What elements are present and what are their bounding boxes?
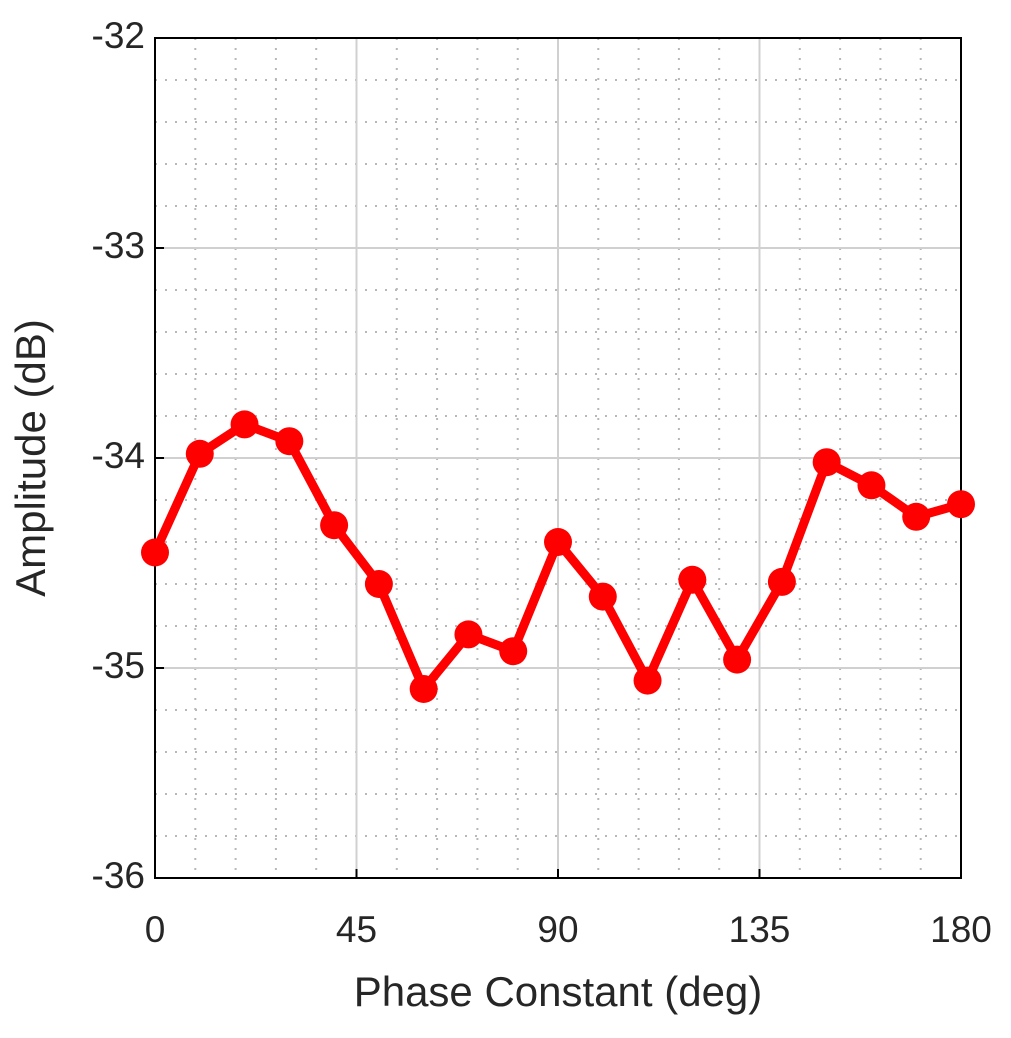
y-tick-label: -32 — [92, 15, 145, 56]
data-point — [499, 637, 528, 666]
data-point — [544, 528, 572, 556]
data-point — [409, 675, 438, 703]
data-point — [857, 471, 886, 500]
y-tick-label: -34 — [92, 435, 145, 476]
data-point — [454, 620, 483, 649]
data-point — [633, 666, 662, 695]
data-point — [812, 448, 841, 477]
data-point — [678, 565, 707, 594]
data-point — [767, 567, 796, 596]
x-tick-label: 90 — [537, 909, 578, 950]
data-point — [275, 427, 304, 456]
data-point — [185, 439, 214, 468]
y-tick-label: -35 — [92, 645, 145, 686]
data-point — [588, 582, 617, 611]
data-point — [947, 490, 975, 519]
x-tick-label: 135 — [729, 909, 791, 950]
x-tick-label: 180 — [930, 909, 992, 950]
data-point — [902, 502, 931, 531]
x-axis-label: Phase Constant (deg) — [354, 968, 763, 1015]
data-point — [141, 538, 169, 567]
data-point — [723, 645, 752, 674]
x-tick-label: 0 — [145, 909, 166, 950]
data-point — [364, 570, 393, 598]
y-axis-label: Amplitude (dB) — [7, 319, 54, 597]
data-point — [230, 410, 259, 439]
y-tick-label: -36 — [92, 855, 145, 896]
data-point — [320, 511, 349, 540]
plot-frame — [154, 37, 962, 879]
x-tick-label: 45 — [336, 909, 377, 950]
y-tick-label: -33 — [92, 225, 145, 266]
